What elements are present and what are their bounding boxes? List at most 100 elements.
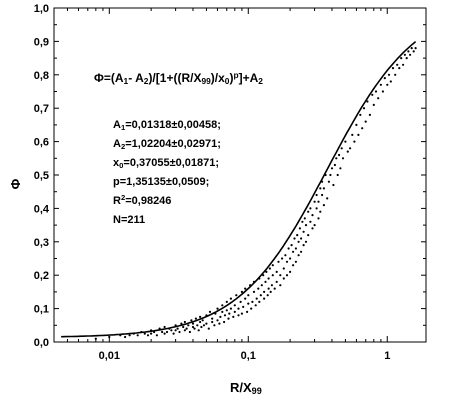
- data-point: [327, 180, 330, 183]
- data-point: [252, 290, 256, 293]
- data-point: [294, 247, 297, 250]
- data-point: [409, 53, 412, 56]
- data-point: [263, 290, 266, 293]
- fit-parameter-line: R2=0,98246: [113, 193, 171, 207]
- y-tick-label: 0,1: [34, 304, 49, 316]
- x-tick-label: 1: [384, 350, 390, 362]
- data-point: [228, 312, 231, 315]
- data-point: [319, 187, 322, 190]
- data-point: [394, 73, 397, 76]
- data-point: [208, 310, 212, 313]
- data-point: [202, 324, 206, 327]
- data-point: [235, 294, 238, 297]
- data-point: [319, 210, 322, 213]
- data-point: [285, 274, 289, 277]
- y-tick-label: 0,3: [34, 237, 49, 249]
- data-point: [155, 334, 158, 337]
- data-point: [257, 287, 260, 290]
- data-point: [187, 324, 190, 327]
- data-point: [165, 330, 169, 334]
- data-point: [199, 320, 202, 324]
- data-point: [232, 315, 235, 318]
- data-point: [284, 254, 287, 257]
- y-tick-label: 0,5: [34, 170, 49, 182]
- data-point: [383, 77, 386, 80]
- data-point: [178, 330, 181, 334]
- data-point: [216, 307, 219, 310]
- data-point: [289, 257, 292, 260]
- data-point: [410, 47, 413, 50]
- data-point: [188, 330, 191, 334]
- data-point: [229, 297, 232, 300]
- data-point: [332, 183, 335, 187]
- data-point: [300, 250, 303, 253]
- data-point: [335, 157, 338, 160]
- data-point: [405, 57, 408, 60]
- data-point: [246, 310, 249, 313]
- data-point: [227, 317, 230, 320]
- y-tick-label: 0,0: [34, 337, 49, 349]
- data-point: [221, 304, 224, 307]
- data-point: [368, 113, 371, 116]
- data-point: [270, 284, 273, 287]
- data-point: [315, 207, 318, 210]
- data-point: [239, 300, 242, 303]
- data-point: [317, 217, 320, 220]
- data-point: [223, 314, 227, 317]
- data-point: [275, 280, 278, 283]
- data-point: [150, 332, 153, 335]
- data-point: [292, 250, 295, 253]
- fit-parameters: A1=0,01318±0,00458; A2=1,02204±0,02971; x0…: [113, 119, 221, 226]
- data-point: [193, 327, 196, 330]
- fit-curve: [61, 40, 417, 338]
- data-point: [364, 120, 367, 123]
- data-point: [275, 270, 278, 273]
- data-point: [240, 290, 243, 293]
- data-point: [233, 304, 236, 307]
- data-point: [302, 230, 305, 233]
- data-point: [297, 254, 300, 257]
- data-point: [304, 240, 308, 243]
- fit-parameter-line: p=1,35135±0,0509;: [113, 176, 209, 188]
- data-point: [183, 329, 186, 332]
- data-point: [200, 325, 203, 329]
- data-point: [247, 294, 250, 297]
- data-point: [285, 260, 289, 263]
- y-tick-label: 1,0: [34, 3, 49, 15]
- data-point: [326, 197, 329, 200]
- data-point: [296, 234, 299, 237]
- data-point: [194, 317, 197, 320]
- data-point: [136, 334, 139, 337]
- data-point: [240, 312, 243, 315]
- data-point: [216, 319, 219, 322]
- data-point: [304, 224, 308, 227]
- data-point: [219, 315, 222, 318]
- data-point: [172, 332, 175, 335]
- data-point: [293, 237, 296, 240]
- data-point: [361, 127, 364, 130]
- data-point: [387, 73, 391, 76]
- data-point: [254, 304, 257, 307]
- data-point: [292, 264, 295, 267]
- data-point: [330, 167, 334, 170]
- data-point: [339, 167, 342, 170]
- data-point: [402, 63, 405, 66]
- data-point: [379, 83, 382, 86]
- data-point: [247, 302, 250, 305]
- data-point: [290, 244, 293, 247]
- y-tick-label: 0,4: [34, 203, 50, 215]
- data-point: [289, 270, 292, 273]
- y-tick-label: 0,6: [34, 137, 49, 149]
- data-point: [386, 83, 389, 86]
- data-point: [265, 270, 268, 273]
- plot-frame: [53, 7, 427, 343]
- data-point: [298, 227, 301, 230]
- data-point: [163, 332, 166, 335]
- data-point: [322, 204, 325, 207]
- data-point: [359, 113, 362, 116]
- data-point: [260, 284, 263, 287]
- data-point: [191, 322, 195, 325]
- data-point: [267, 287, 270, 290]
- data-point: [264, 280, 267, 283]
- data-point: [349, 147, 352, 150]
